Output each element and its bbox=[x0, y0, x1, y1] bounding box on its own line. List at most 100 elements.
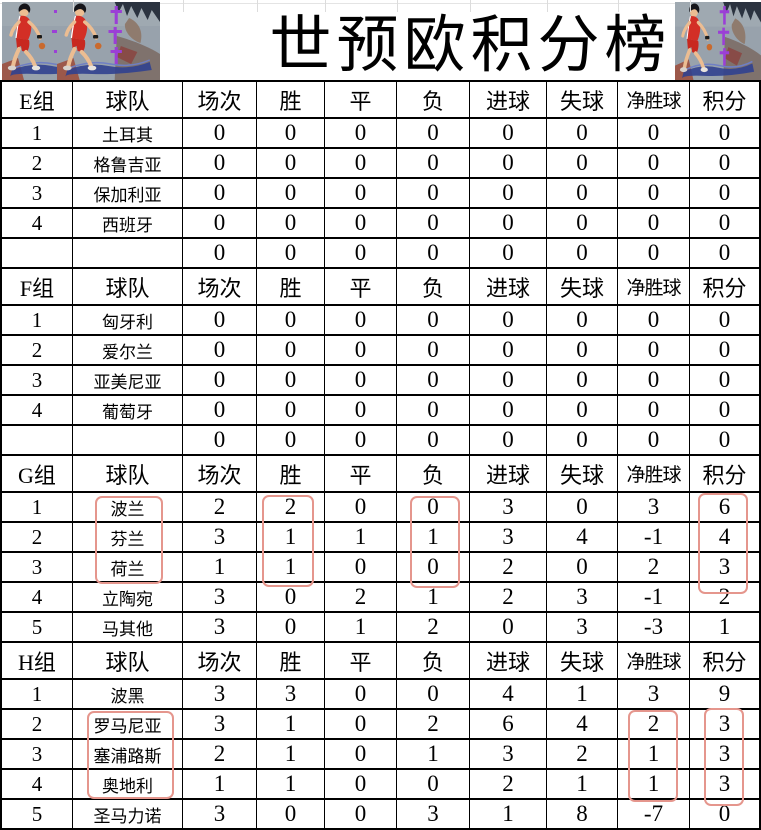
column-header: 失球 bbox=[547, 456, 618, 493]
stat-cell: 0 bbox=[547, 553, 618, 583]
stat-cell: 0 bbox=[325, 119, 397, 149]
stat-cell: 1 bbox=[547, 770, 618, 800]
stat-cell: 0 bbox=[183, 366, 257, 396]
team-name-cell: 格鲁吉亚 bbox=[73, 149, 183, 179]
team-row: 3 塞浦路斯 2 1 0 1 3 2 1 3 bbox=[0, 740, 761, 770]
stat-cell: 0 bbox=[257, 179, 325, 209]
column-header: 球队 bbox=[73, 456, 183, 493]
team-row: 3 荷兰 1 1 0 0 2 0 2 3 bbox=[0, 553, 761, 583]
rank-cell: 3 bbox=[0, 366, 73, 396]
stat-cell: 0 bbox=[257, 306, 325, 336]
gridline-stub bbox=[325, 0, 326, 12]
rank-cell: 2 bbox=[0, 523, 73, 553]
stat-cell: 0 bbox=[618, 306, 690, 336]
column-header: 球队 bbox=[73, 82, 183, 119]
column-header: 净胜球 bbox=[618, 456, 690, 493]
stat-cell: 0 bbox=[397, 396, 470, 426]
title-bar: 世预欧积分榜 bbox=[0, 0, 761, 80]
rank-cell: 5 bbox=[0, 800, 73, 830]
summary-stat-cell: 0 bbox=[183, 426, 257, 456]
team-name-cell: 西班牙 bbox=[73, 209, 183, 239]
stat-cell: 0 bbox=[547, 119, 618, 149]
team-name-cell: 芬兰 bbox=[73, 523, 183, 553]
stat-cell: 3 bbox=[470, 523, 547, 553]
stat-cell: 1 bbox=[470, 800, 547, 830]
stat-cell: 0 bbox=[397, 149, 470, 179]
stat-cell: 1 bbox=[257, 740, 325, 770]
team-name-cell: 立陶宛 bbox=[73, 583, 183, 613]
stat-cell: 0 bbox=[690, 149, 761, 179]
stat-cell: 0 bbox=[397, 306, 470, 336]
stat-cell: 3 bbox=[470, 493, 547, 523]
summary-stat-cell: 0 bbox=[470, 426, 547, 456]
stat-cell: 0 bbox=[618, 209, 690, 239]
page-title: 世预欧积分榜 bbox=[269, 12, 672, 80]
column-header: 积分 bbox=[690, 269, 761, 306]
stat-cell: 0 bbox=[183, 209, 257, 239]
summary-stat-cell: 0 bbox=[397, 426, 470, 456]
rank-cell: 3 bbox=[0, 740, 73, 770]
stat-cell: -7 bbox=[618, 800, 690, 830]
stat-cell: 0 bbox=[397, 336, 470, 366]
stat-cell: 2 bbox=[257, 493, 325, 523]
gridline-stub bbox=[470, 0, 471, 12]
stat-cell: 6 bbox=[690, 493, 761, 523]
empty-cell bbox=[73, 426, 183, 456]
stat-cell: -1 bbox=[618, 523, 690, 553]
column-header: 球队 bbox=[73, 643, 183, 680]
stat-cell: 0 bbox=[547, 396, 618, 426]
stat-cell: 3 bbox=[690, 710, 761, 740]
stat-cell: 0 bbox=[183, 179, 257, 209]
team-name-cell: 荷兰 bbox=[73, 553, 183, 583]
team-name-cell: 马其他 bbox=[73, 613, 183, 643]
stat-cell: 4 bbox=[470, 680, 547, 710]
stat-cell: 0 bbox=[257, 149, 325, 179]
group-header-label: H组 bbox=[0, 643, 73, 680]
group-header-label: F组 bbox=[0, 269, 73, 306]
stat-cell: 9 bbox=[690, 680, 761, 710]
stat-cell: 0 bbox=[397, 680, 470, 710]
stat-cell: 4 bbox=[690, 523, 761, 553]
rank-cell: 3 bbox=[0, 179, 73, 209]
column-header: 场次 bbox=[183, 82, 257, 119]
column-header: 净胜球 bbox=[618, 269, 690, 306]
stat-cell: 3 bbox=[183, 710, 257, 740]
team-row: 1 匈牙利 0 0 0 0 0 0 0 0 bbox=[0, 306, 761, 336]
stat-cell: 0 bbox=[183, 396, 257, 426]
stat-cell: 0 bbox=[325, 493, 397, 523]
stat-cell: 1 bbox=[618, 770, 690, 800]
stat-cell: 0 bbox=[618, 179, 690, 209]
stat-cell: 3 bbox=[547, 583, 618, 613]
team-row: 4 立陶宛 3 0 2 1 2 3 -1 2 bbox=[0, 583, 761, 613]
summary-stat-cell: 0 bbox=[618, 426, 690, 456]
column-header: 场次 bbox=[183, 643, 257, 680]
column-header: 胜 bbox=[257, 456, 325, 493]
player-art-image-left-1 bbox=[2, 2, 57, 80]
stat-cell: 0 bbox=[690, 179, 761, 209]
team-name-cell: 亚美尼亚 bbox=[73, 366, 183, 396]
team-name-cell: 波黑 bbox=[73, 680, 183, 710]
stat-cell: 3 bbox=[690, 553, 761, 583]
team-name-cell: 保加利亚 bbox=[73, 179, 183, 209]
stat-cell: 6 bbox=[470, 710, 547, 740]
column-header: 负 bbox=[397, 82, 470, 119]
rank-cell: 1 bbox=[0, 119, 73, 149]
stat-cell: 2 bbox=[325, 583, 397, 613]
stat-cell: 1 bbox=[325, 613, 397, 643]
team-name-cell: 罗马尼亚 bbox=[73, 710, 183, 740]
stat-cell: 1 bbox=[325, 523, 397, 553]
team-name-cell: 匈牙利 bbox=[73, 306, 183, 336]
team-name-cell: 葡萄牙 bbox=[73, 396, 183, 426]
summary-stat-cell: 0 bbox=[547, 426, 618, 456]
stat-cell: 0 bbox=[257, 336, 325, 366]
stat-cell: 3 bbox=[397, 800, 470, 830]
stat-cell: 0 bbox=[325, 336, 397, 366]
stat-cell: 0 bbox=[257, 613, 325, 643]
stat-cell: 0 bbox=[547, 493, 618, 523]
group-section-H组: H组 球队 场次胜平负进球 失球 净胜球 积分 1 波黑 3 3 0 0 4 1 3 9 2 罗马尼亚 3 1 0 2 6 4… bbox=[0, 643, 761, 830]
stat-cell: 0 bbox=[618, 119, 690, 149]
stat-cell: 0 bbox=[257, 366, 325, 396]
stat-cell: 0 bbox=[325, 800, 397, 830]
stat-cell: 0 bbox=[618, 396, 690, 426]
